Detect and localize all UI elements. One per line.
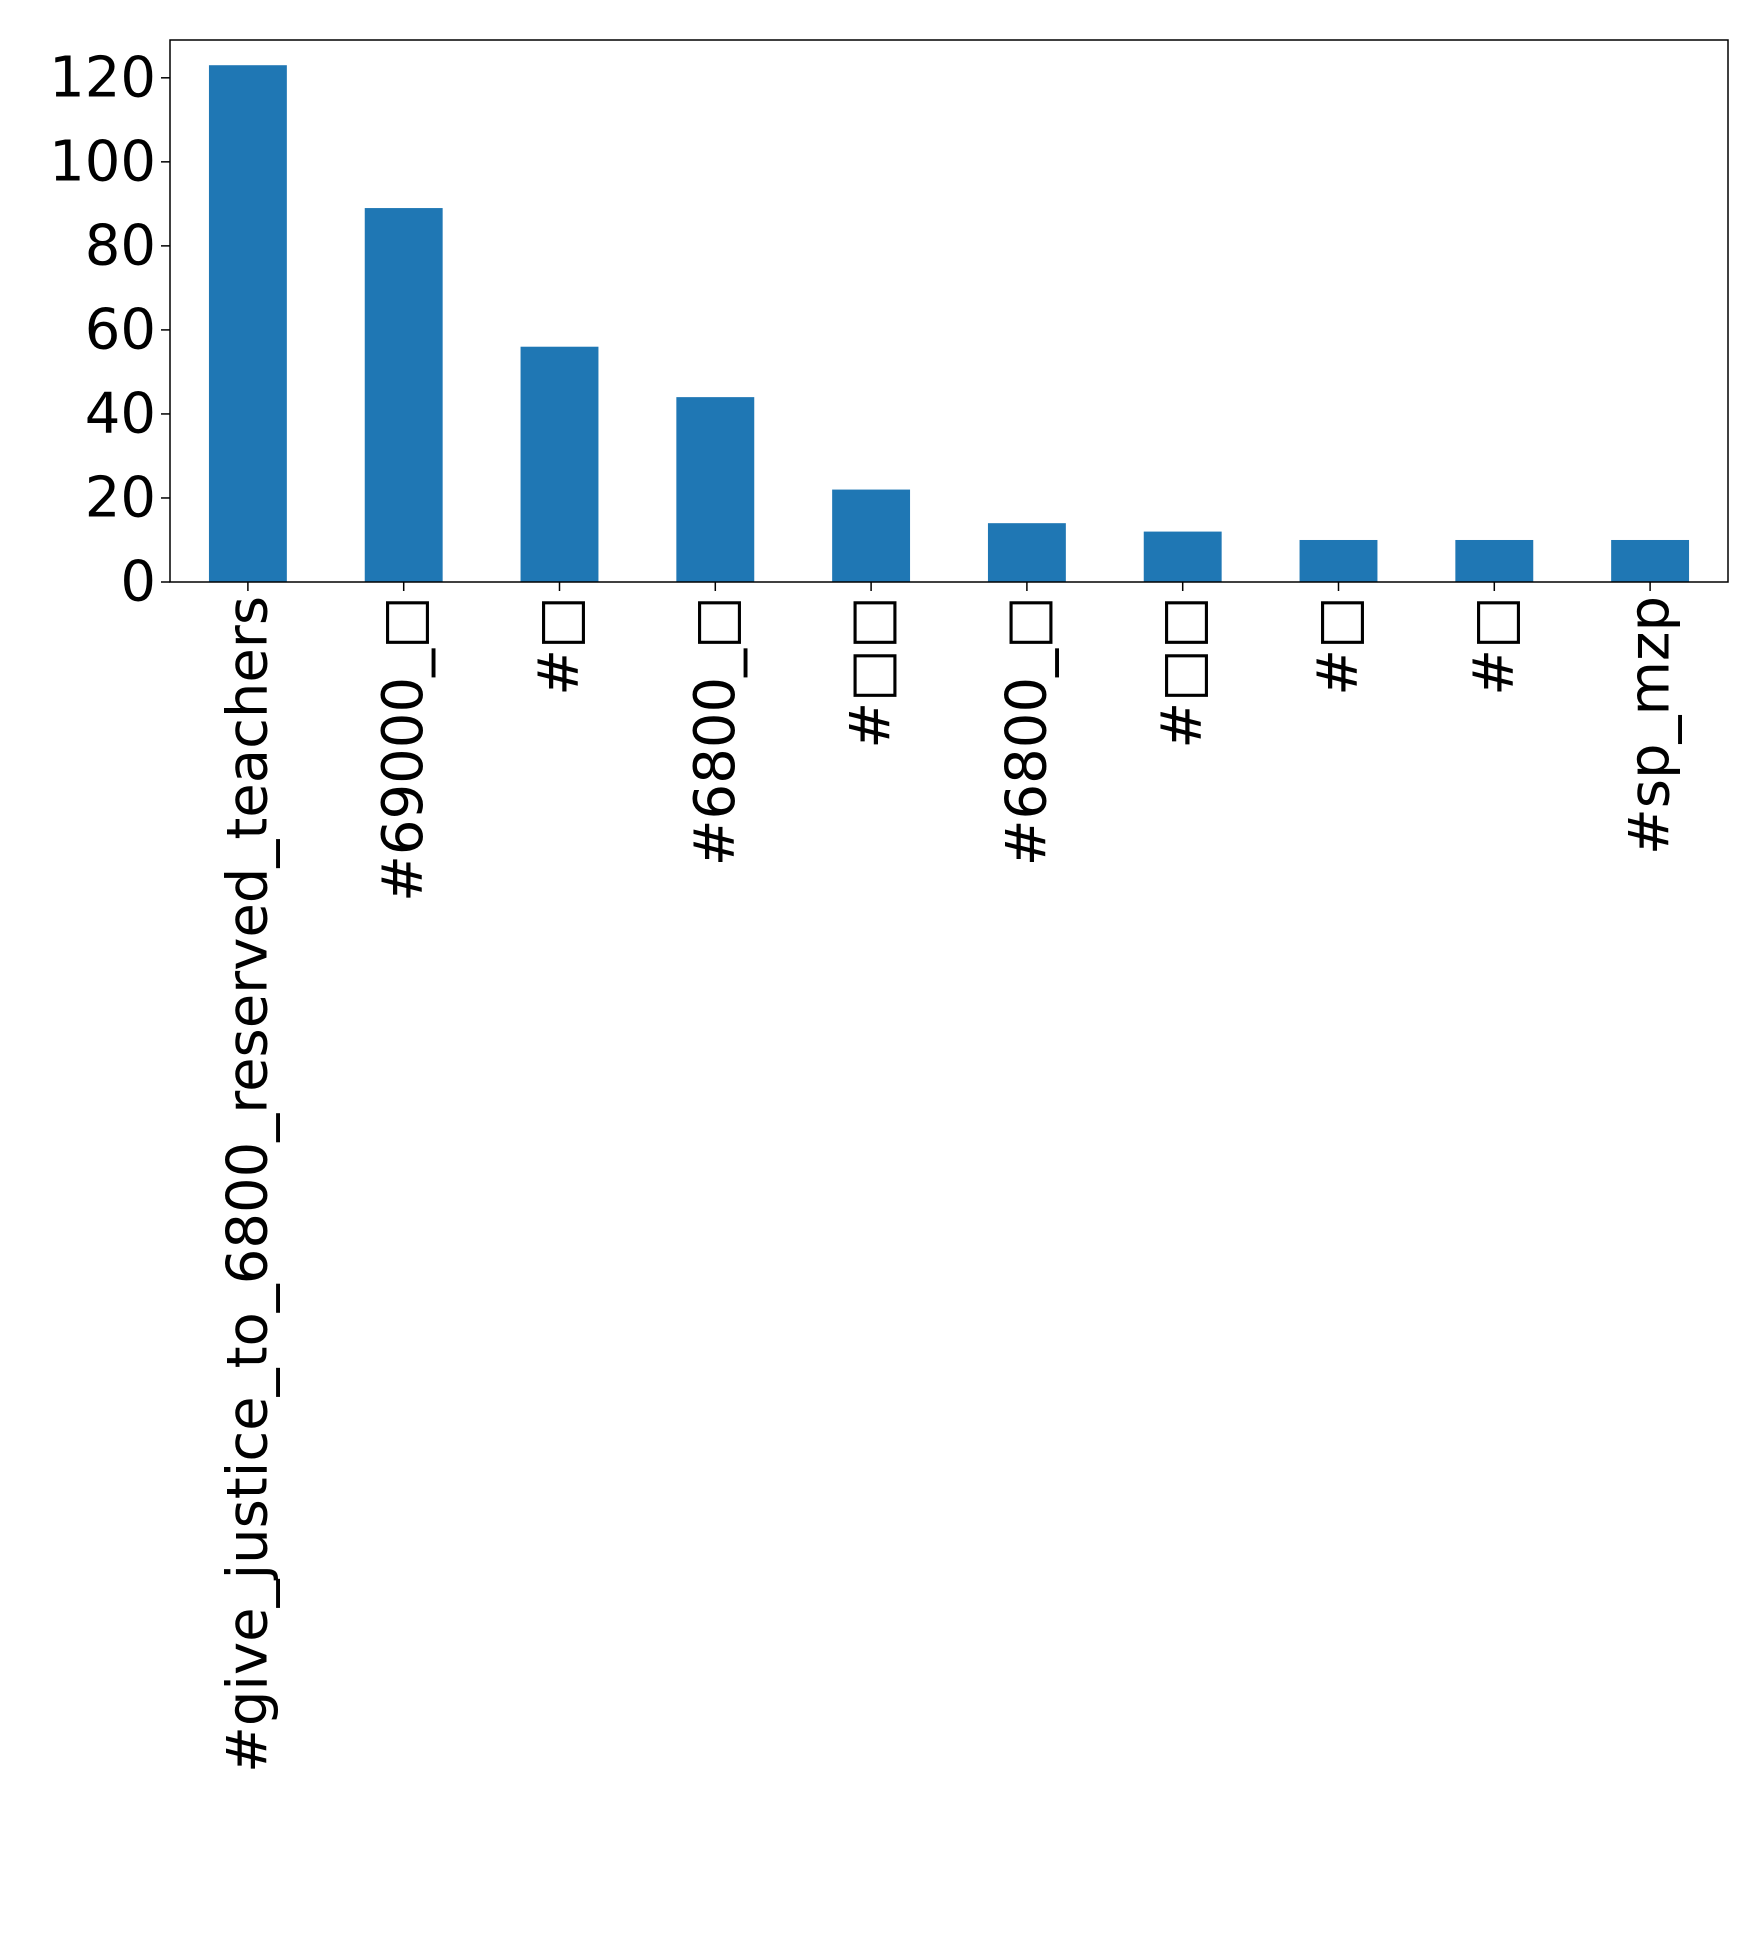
x-tick-label: #6800_□ [994,596,1059,866]
x-tick-label: #6800_□ [683,596,748,866]
bar-5 [832,489,911,582]
x-tick-label: #sp_mzp [1618,596,1683,855]
y-tick-label: 20 [85,465,156,530]
x-tick-label: #give_justice_to_6800_reserved_teachers [215,596,280,1773]
bar-4 [676,397,755,582]
y-tick-label: 60 [85,297,156,362]
y-tick-label: 40 [85,381,156,446]
y-tick-label: 120 [49,45,156,110]
x-tick-label: #□ [527,596,592,696]
x-tick-label: #□ [1462,596,1527,696]
x-tick-label: #□□ [839,596,904,749]
y-axis: 0 20 40 60 80 100 120 [49,45,170,615]
x-tick-label: #□ [1306,596,1371,696]
y-tick-label: 100 [49,129,156,194]
bars-layer [208,65,1690,583]
bar-9 [1455,539,1534,582]
x-axis: #give_justice_to_6800_reserved_teachers #… [215,582,1683,1773]
x-tick-label: #□□ [1150,596,1215,749]
x-tick-label: #69000_□ [371,596,436,902]
y-tick-label: 80 [85,213,156,278]
plot-frame [169,39,1729,583]
bar-7 [1143,531,1222,582]
bar-10 [1611,539,1690,582]
y-tick-label: 0 [120,550,156,615]
bar-1 [208,65,287,583]
bar-6 [987,523,1066,582]
bar-8 [1299,539,1378,582]
bar-2 [364,208,443,582]
bar-3 [520,346,599,582]
